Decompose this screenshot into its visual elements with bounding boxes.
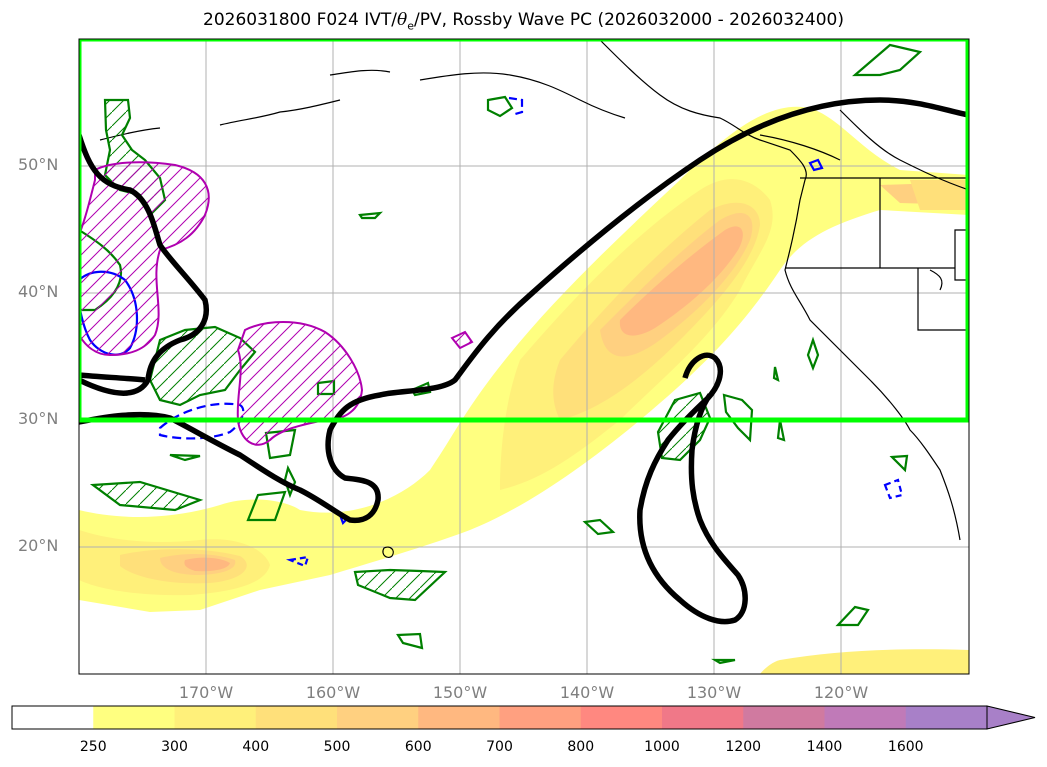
- lon-label-160: 160°W: [305, 683, 361, 702]
- lat-label-40: 40°N: [18, 282, 59, 301]
- colorbar-tick-label: 1600: [887, 739, 924, 755]
- colorbar-tick-label: 1400: [806, 739, 843, 755]
- colorbar-tick-label: 600: [404, 739, 432, 755]
- colorbar-swatch: [905, 706, 988, 729]
- colorbar-extend-arrow: [986, 705, 1036, 730]
- colorbar-swatch: [174, 706, 257, 729]
- region-box: [79, 39, 969, 423]
- coastlines: [99, 39, 969, 559]
- colorbar-swatch: [418, 706, 500, 729]
- lat-label-20: 20°N: [18, 536, 59, 555]
- colorbar-swatch: [255, 706, 338, 729]
- rossby-wave-hatching: [79, 161, 474, 446]
- colorbar-tick-label: 800: [567, 739, 595, 755]
- colorbar: [11, 705, 1036, 730]
- lat-label-50: 50°N: [18, 155, 59, 174]
- colorbar-swatch: [499, 706, 582, 729]
- map-frame: [78, 38, 970, 675]
- colorbar-tick-label: 700: [486, 739, 513, 755]
- colorbar-tick-label: 400: [242, 739, 270, 755]
- colorbar-swatch: [824, 706, 907, 729]
- lat-label-30: 30°N: [18, 409, 59, 428]
- colorbar-swatch: [93, 706, 175, 729]
- colorbar-frame: [11, 705, 988, 730]
- colorbar-swatch: [580, 706, 663, 729]
- colorbar-swatch: [662, 706, 744, 729]
- colorbar-swatch: [337, 706, 419, 729]
- colorbar-tick-label: 250: [79, 739, 107, 755]
- chart-title: 2026031800 F024 IVT/θe/PV, Rossby Wave P…: [203, 10, 844, 33]
- colorbar-swatch: [743, 706, 825, 729]
- colorbar-swatch: [12, 706, 94, 729]
- colorbar-tick-label: 1000: [644, 739, 680, 755]
- lon-label-130: 130°W: [686, 683, 742, 702]
- colorbar-tick-label: 1200: [725, 739, 762, 755]
- lon-label-150: 150°W: [432, 683, 488, 702]
- lon-label-170: 170°W: [178, 683, 234, 702]
- colorbar-tick-label: 300: [161, 739, 188, 755]
- lon-label-120: 120°W: [813, 683, 869, 702]
- colorbar-tick-label: 500: [323, 739, 351, 755]
- lon-label-140: 140°W: [559, 683, 615, 702]
